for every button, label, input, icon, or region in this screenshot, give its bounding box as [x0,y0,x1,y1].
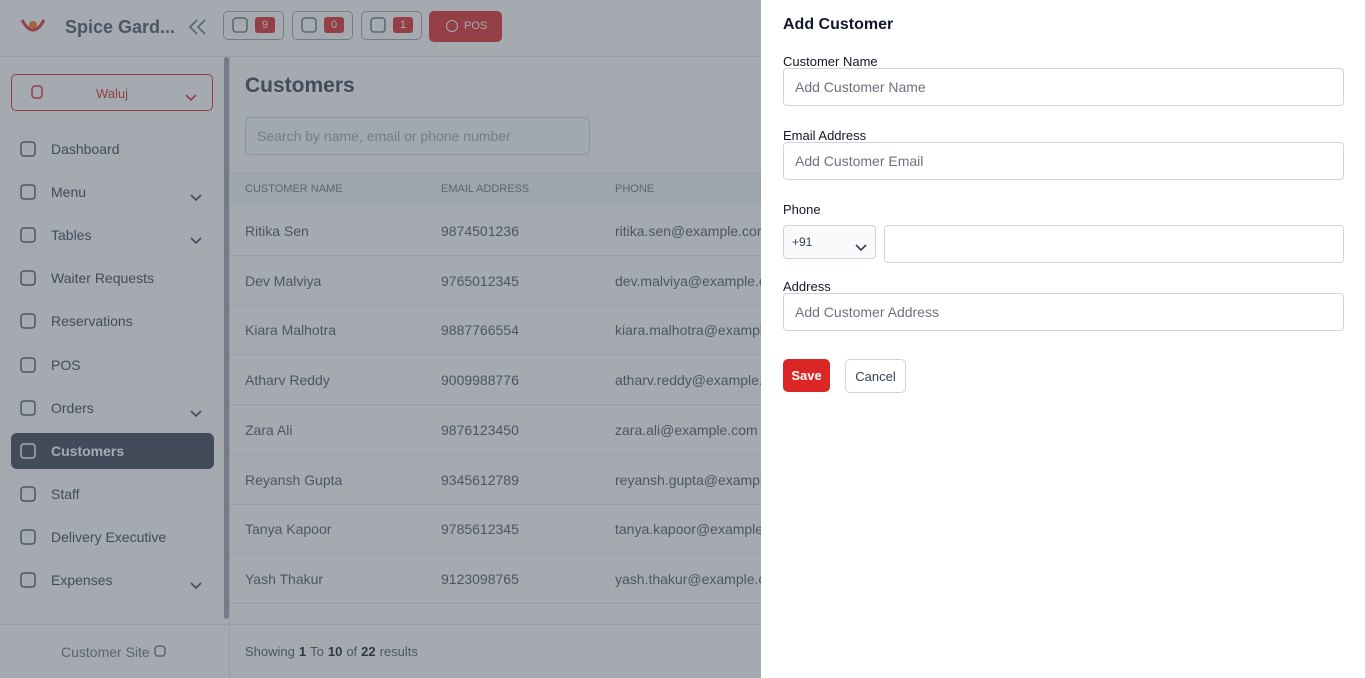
country-code: +91 [792,235,813,249]
field-label: Customer Name [783,54,878,69]
save-label: Save [791,368,822,383]
drawer-title: Add Customer [783,16,894,33]
country-chevron [855,239,867,252]
text-input[interactable]: Add Customer Name [783,68,1344,106]
field-label: Email Address [783,128,867,143]
save-button[interactable]: Save [783,359,830,392]
phone-input[interactable] [884,225,1344,263]
field-label: Phone [783,202,821,217]
country-code-select[interactable]: +91 [783,225,876,259]
modal-overlay[interactable] [0,0,761,678]
text-input[interactable]: Add Customer Address [783,293,1344,331]
country-chevron-svg [855,244,867,252]
drawer: Add Customer Customer Name Add Customer Na… [761,0,1365,678]
input-placeholder: Add Customer Name [795,79,926,95]
input-placeholder: Add Customer Address [795,304,939,320]
cancel-button[interactable]: Cancel [845,359,906,393]
cancel-label: Cancel [855,369,896,384]
text-input[interactable]: Add Customer Email [783,142,1344,180]
input-placeholder: Add Customer Email [795,153,924,169]
field-label: Address [783,279,831,294]
